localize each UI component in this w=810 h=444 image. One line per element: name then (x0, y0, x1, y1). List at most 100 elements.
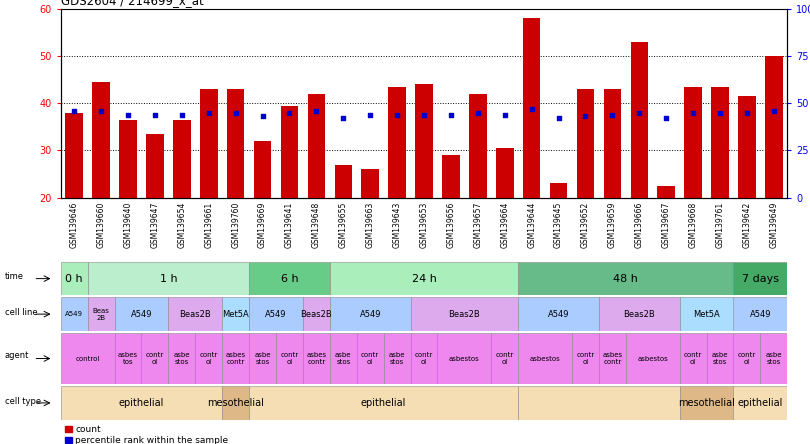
Text: GSM139656: GSM139656 (446, 202, 455, 248)
Text: 0 h: 0 h (66, 274, 83, 284)
Point (148, 111, 161, 118)
Bar (411, 297, 518, 331)
Bar (469, 94, 487, 292)
Text: 6 h: 6 h (281, 274, 298, 284)
Point (767, 107, 780, 114)
Text: GSM139667: GSM139667 (662, 202, 671, 248)
Bar (61, 333, 114, 384)
Bar (168, 297, 222, 331)
Point (202, 109, 215, 116)
Bar (603, 89, 621, 292)
Text: Met5A: Met5A (693, 309, 720, 319)
Bar (222, 386, 249, 420)
Bar (518, 386, 680, 420)
Point (256, 113, 269, 120)
Text: A549: A549 (750, 309, 771, 319)
Bar (227, 89, 245, 292)
Bar (276, 333, 303, 384)
Bar (249, 333, 276, 384)
Text: agent: agent (5, 352, 29, 361)
Point (687, 109, 700, 116)
Point (740, 109, 753, 116)
Text: asbestos: asbestos (449, 356, 480, 361)
Bar (416, 84, 433, 292)
Bar (249, 262, 330, 295)
Bar (142, 333, 168, 384)
Text: GSM139666: GSM139666 (635, 202, 644, 248)
Text: asbe
stos: asbe stos (335, 352, 352, 365)
Text: GSM139653: GSM139653 (420, 202, 428, 248)
Bar (496, 148, 514, 292)
Bar (249, 386, 518, 420)
Bar (281, 106, 298, 292)
Text: GSM139664: GSM139664 (501, 202, 509, 248)
Legend: count, percentile rank within the sample: count, percentile rank within the sample (66, 425, 228, 444)
Bar (442, 155, 460, 292)
Bar (599, 333, 626, 384)
Text: control: control (75, 356, 100, 361)
Point (175, 111, 188, 118)
Bar (330, 262, 518, 295)
Point (122, 111, 134, 118)
Bar (119, 120, 137, 292)
Text: GSM139663: GSM139663 (365, 202, 375, 248)
Point (633, 109, 646, 116)
Bar (200, 89, 218, 292)
Bar (680, 386, 734, 420)
Text: Beas2B: Beas2B (449, 309, 480, 319)
Text: mesothelial: mesothelial (207, 398, 264, 408)
Bar (492, 333, 518, 384)
Bar (308, 94, 325, 292)
Point (659, 115, 672, 122)
Bar (518, 262, 734, 295)
Text: asbe
stos: asbe stos (173, 352, 190, 365)
Bar (168, 333, 195, 384)
Text: asbes
contr: asbes contr (603, 352, 622, 365)
Bar (388, 87, 406, 292)
Text: A549: A549 (65, 311, 83, 317)
Text: 48 h: 48 h (613, 274, 638, 284)
Bar (684, 87, 702, 292)
Bar (680, 333, 706, 384)
Point (390, 111, 403, 118)
Text: contr
ol: contr ol (496, 352, 514, 365)
Point (310, 107, 323, 114)
Text: GSM139647: GSM139647 (151, 202, 160, 248)
Text: GSM139668: GSM139668 (688, 202, 697, 248)
Point (606, 111, 619, 118)
Bar (761, 333, 787, 384)
Bar (330, 333, 356, 384)
Bar (249, 297, 303, 331)
Bar (411, 333, 437, 384)
Point (95, 107, 108, 114)
Bar (630, 42, 648, 292)
Text: epithelial: epithelial (119, 398, 164, 408)
Point (498, 111, 511, 118)
Text: asbe
stos: asbe stos (712, 352, 728, 365)
Text: Beas2B: Beas2B (180, 309, 211, 319)
Text: 24 h: 24 h (411, 274, 437, 284)
Text: contr
ol: contr ol (280, 352, 299, 365)
Text: time: time (5, 273, 23, 281)
Text: contr
ol: contr ol (415, 352, 433, 365)
Bar (361, 169, 379, 292)
Text: GSM139649: GSM139649 (770, 202, 778, 248)
Bar (523, 18, 540, 292)
Bar (518, 297, 599, 331)
Bar (87, 262, 249, 295)
Text: Beas
2B: Beas 2B (92, 308, 109, 321)
Text: GSM139660: GSM139660 (96, 202, 105, 248)
Bar (437, 333, 492, 384)
Bar (356, 333, 384, 384)
Point (283, 109, 296, 116)
Bar (254, 141, 271, 292)
Bar (572, 333, 599, 384)
Bar (738, 96, 756, 292)
Text: GSM139646: GSM139646 (70, 202, 79, 248)
Text: contr
ol: contr ol (199, 352, 218, 365)
Bar (61, 297, 87, 331)
Bar (734, 262, 787, 295)
Text: epithelial: epithelial (738, 398, 783, 408)
Bar (66, 113, 83, 292)
Bar (658, 186, 675, 292)
